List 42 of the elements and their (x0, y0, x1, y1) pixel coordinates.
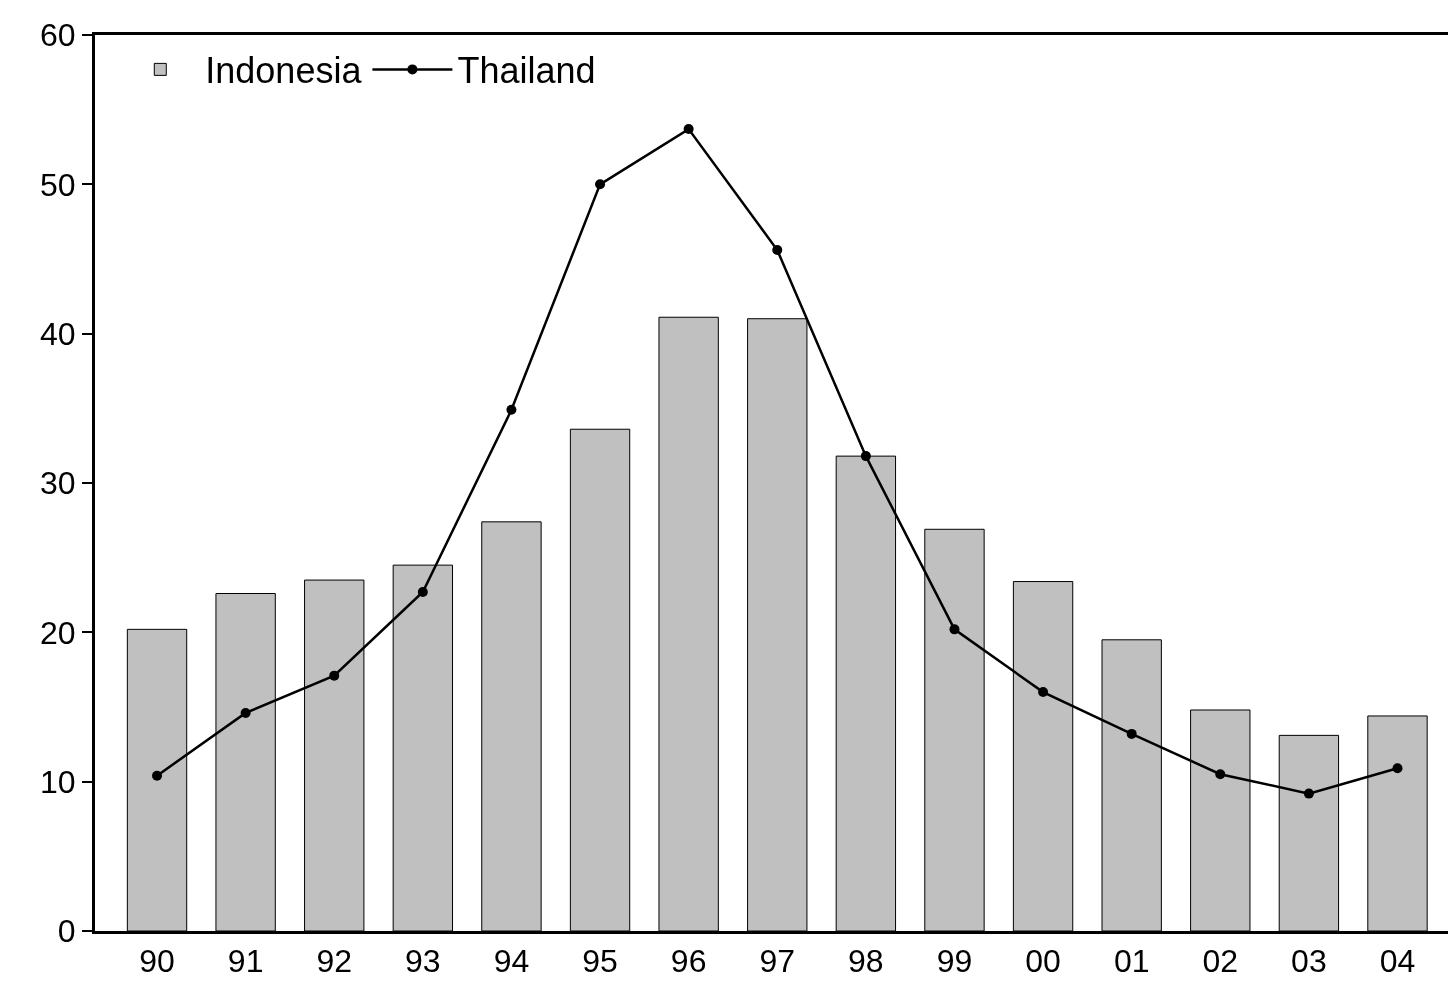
x-tick-label: 04 (1379, 943, 1416, 980)
point (1126, 728, 1137, 739)
point (860, 451, 871, 462)
x-tick-label: 91 (227, 943, 264, 980)
point (683, 124, 694, 135)
bar (569, 428, 631, 931)
x-tick-label: 02 (1202, 943, 1239, 980)
x-tick-label: 94 (493, 943, 530, 980)
bar (481, 521, 542, 931)
x-tick-label: 99 (936, 943, 973, 980)
x-tick-label: 01 (1113, 943, 1150, 980)
legend-label: Indonesia (205, 50, 363, 92)
y-tick-label: 20 (40, 614, 76, 651)
point (240, 707, 251, 718)
x-tick-label: 03 (1291, 943, 1327, 980)
point (1215, 769, 1226, 780)
y-tick-label: 30 (40, 465, 76, 502)
y-tick-label: 0 (57, 913, 76, 950)
y-tick-label: 10 (40, 763, 76, 800)
point (152, 770, 163, 781)
point (506, 404, 517, 415)
point (1392, 763, 1403, 774)
x-tick-label: 95 (582, 943, 618, 980)
x-tick-label: 97 (759, 943, 796, 980)
x-tick-label: 93 (405, 943, 441, 980)
point (417, 587, 428, 598)
y-tick-label: 60 (40, 17, 76, 54)
x-tick-label: 92 (316, 943, 353, 980)
point (772, 245, 783, 256)
point (595, 179, 606, 190)
x-tick-label: 98 (848, 943, 884, 980)
x-tick-label: 90 (139, 943, 175, 980)
x-tick-label: 00 (1025, 943, 1061, 980)
point (329, 670, 340, 681)
y-tick-label: 40 (40, 315, 76, 352)
point (949, 624, 960, 635)
y-tick-label: 50 (40, 166, 76, 203)
legend-label: Thailand (457, 50, 596, 92)
x-tick-label: 96 (670, 943, 707, 980)
point (1038, 687, 1049, 698)
point (1303, 788, 1314, 799)
bar (658, 316, 719, 931)
